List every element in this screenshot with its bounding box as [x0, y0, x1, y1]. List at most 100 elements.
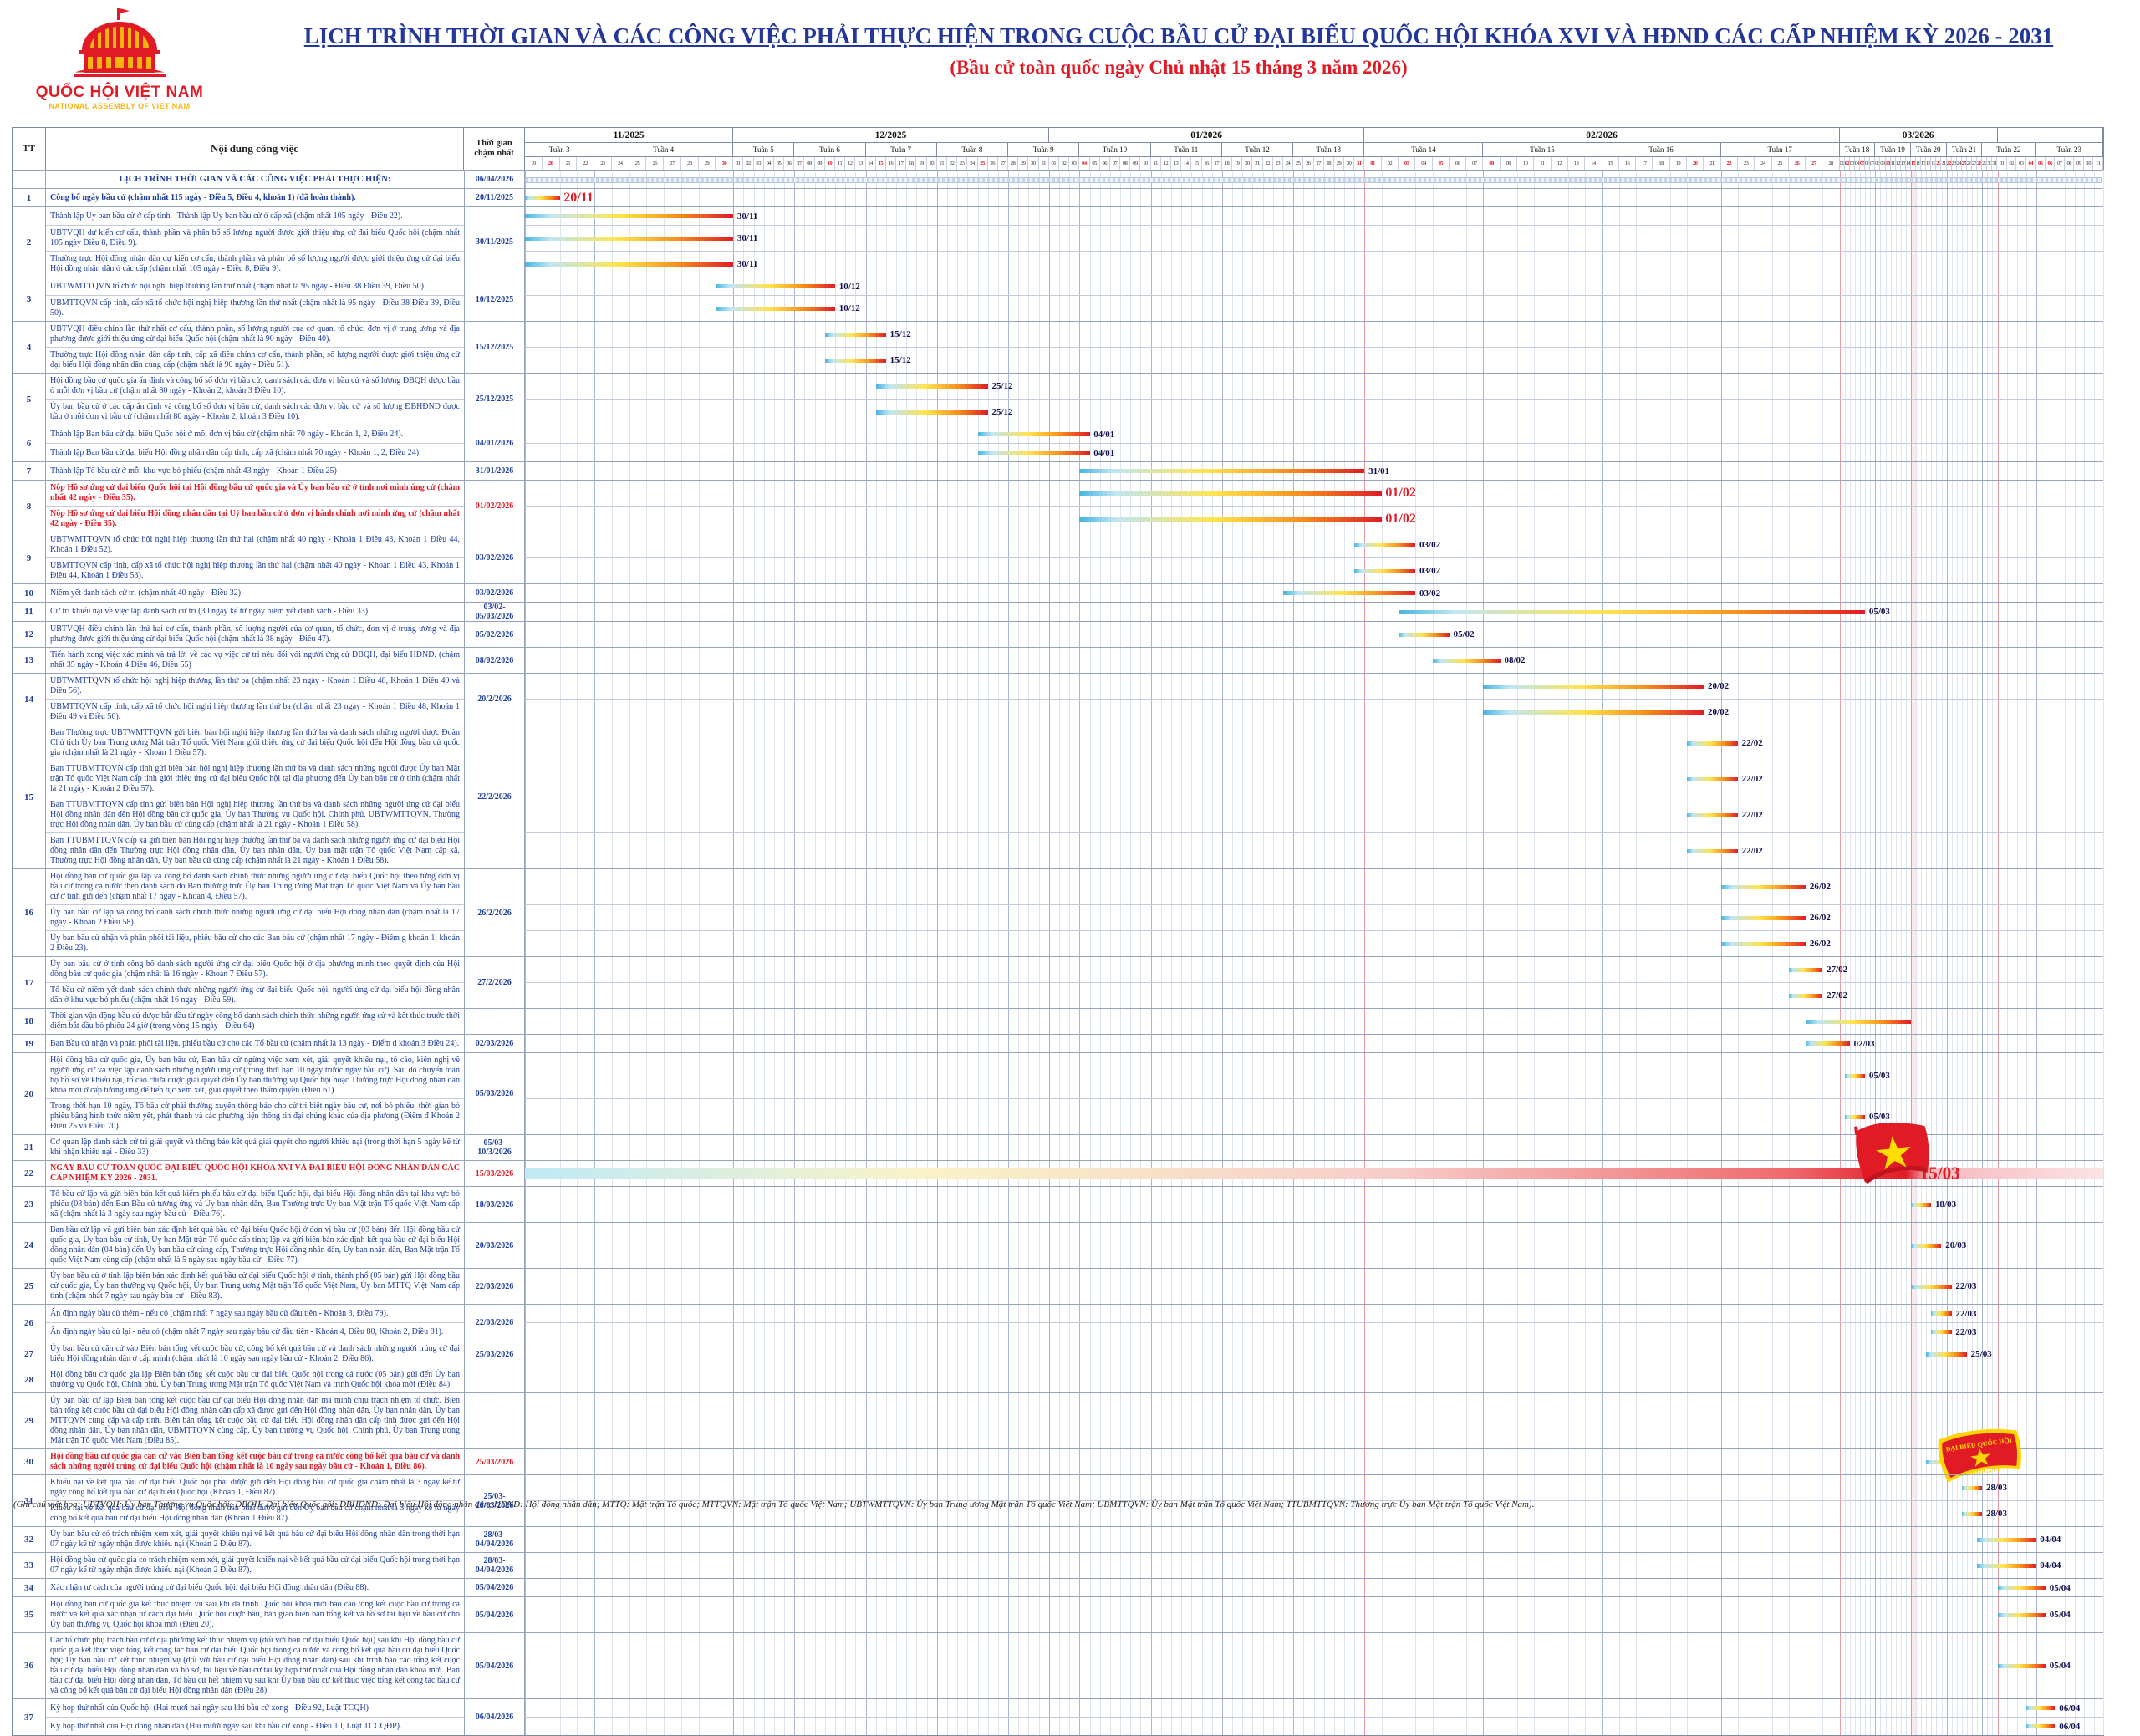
- timeline-lane: 31/01: [525, 462, 2103, 480]
- month-header: 11/2025: [525, 128, 734, 143]
- day-header: 10: [2084, 157, 2094, 170]
- day-header: 17: [1921, 157, 1927, 170]
- task-text: UBTWMTTQVN tổ chức hội nghị hiệp thương …: [46, 674, 464, 700]
- week-header: Tuần 15: [1483, 143, 1602, 157]
- day-header: 27: [1972, 157, 1978, 170]
- page-title: LỊCH TRÌNH THỜI GIAN VÀ CÁC CÔNG VIỆC PH…: [303, 23, 2054, 48]
- gantt-bar: [1432, 658, 1501, 663]
- org-name-en: NATIONAL ASSEMBLY OF VIET NAM: [48, 102, 191, 110]
- timeline-lane: 20/02: [525, 674, 2103, 700]
- deadline: 20/03/2026: [464, 1223, 525, 1268]
- gantt-bar: [1977, 1537, 2036, 1542]
- task-text: Thời gian vận động bầu cử được bắt đầu t…: [50, 1011, 460, 1031]
- day-header: 07: [1870, 157, 1876, 170]
- assembly-building-icon: [74, 8, 166, 77]
- bar-date-label: 30/11: [736, 211, 758, 221]
- deadline: 08/02/2026: [464, 648, 525, 673]
- row-number: 34: [13, 1579, 46, 1596]
- task-text: LỊCH TRÌNH THỜI GIAN VÀ CÁC CÔNG VIỆC PH…: [119, 174, 391, 184]
- timeline-lane: 06/04: [525, 1699, 2103, 1718]
- bar-date-label: 01/02: [1385, 486, 1416, 500]
- day-header: 24: [967, 157, 978, 170]
- timeline-lane: 30/11: [525, 252, 2103, 277]
- timeline-lane: 10/12: [525, 296, 2103, 321]
- gantt-bar: [525, 236, 734, 241]
- day-header: 23: [1952, 157, 1957, 170]
- gantt-bar: [1997, 1663, 2046, 1668]
- day-header: 08: [804, 157, 815, 170]
- gantt-row: 31 25/03- 28/03/2026 Khiếu nại về kết quả …: [13, 1474, 2103, 1526]
- task-text: Tổ bầu cử niêm yết danh sách chính thức …: [50, 985, 460, 1005]
- gantt-row: 34 05/04/2026 Xác nhận tư cách của người t…: [13, 1578, 2103, 1596]
- day-header: 28: [1822, 157, 1840, 170]
- day-header: 11: [835, 157, 846, 170]
- task-text: Ủy ban bầu cử ở tỉnh công bố danh sách n…: [46, 957, 464, 983]
- row-number: 36: [13, 1633, 46, 1698]
- day-header: 26: [1967, 157, 1973, 170]
- task-text: Cử tri khiếu nại về việc lập danh sách c…: [50, 607, 369, 616]
- bar-date-label: 27/02: [1827, 990, 1848, 1000]
- gantt-bar: [2026, 1706, 2056, 1710]
- gantt-bar: [1788, 993, 1823, 998]
- row-number: 14: [13, 674, 46, 725]
- deadline: 15/03/2026: [464, 1161, 525, 1186]
- bar-date-label: 25/12: [991, 381, 1013, 391]
- day-header: 12: [1161, 157, 1171, 170]
- deadline: 22/03/2026: [464, 1305, 525, 1341]
- bar-date-label: 05/04: [2049, 1582, 2071, 1593]
- bar-date-label: 05/03: [1868, 607, 1890, 617]
- day-header: 01: [1998, 157, 2007, 170]
- deadline: [464, 1367, 525, 1392]
- deadline: 05/04/2026: [464, 1579, 525, 1596]
- day-header: 24: [1283, 157, 1294, 170]
- day-header: 25: [1772, 157, 1789, 170]
- day-header: 20: [1242, 157, 1253, 170]
- gantt-bar: [1399, 609, 1866, 614]
- timeline-lane: 05/03: [525, 1099, 2103, 1134]
- timeline-lane: 05/02: [525, 622, 2103, 647]
- row-number: 30: [13, 1449, 46, 1474]
- bar-date-label: 06/04: [2059, 1721, 2081, 1732]
- task-text: Tổ bầu cử lập và gửi biên bản kết quả ki…: [50, 1189, 460, 1219]
- month-header: 12/2025: [733, 128, 1049, 143]
- bar-date-label: 04/01: [1093, 447, 1115, 458]
- task-text: Hội đồng bầu cử quốc gia kết thúc nhiệm …: [50, 1600, 460, 1629]
- day-header: 28: [681, 157, 699, 170]
- task-text: UBTWMTTQVN tổ chức hội nghị hiệp thương …: [46, 277, 464, 296]
- row-number: 29: [13, 1393, 46, 1448]
- gantt-bar: [977, 432, 1090, 436]
- gantt-row: 3 10/12/2025 UBTWMTTQVN tổ chức hội nghị h…: [13, 277, 2103, 321]
- timeline-lane: 05/03: [525, 603, 2103, 621]
- day-header: 16: [886, 157, 897, 170]
- bar-date-label: 15/03: [1919, 1163, 1960, 1184]
- day-header: 14: [866, 157, 876, 170]
- day-header: 31: [1039, 157, 1049, 170]
- month-header: 01/2026: [1048, 128, 1365, 143]
- day-header: 05: [774, 157, 785, 170]
- gantt-bar: [1282, 591, 1416, 595]
- gantt-row: 14 20/2/2026 UBTWMTTQVN tổ chức hội nghị h…: [13, 673, 2103, 725]
- row-number: 17: [13, 957, 46, 1008]
- day-header: 26: [988, 157, 998, 170]
- day-header: 23: [1738, 157, 1755, 170]
- row-number: 20: [13, 1053, 46, 1134]
- deadline: 03/02/2026: [464, 532, 525, 583]
- day-header: 26: [1789, 157, 1806, 170]
- week-header: Tuần 4: [594, 143, 734, 157]
- gantt-row: 6 04/01/2026 Thành lập Ban bầu cử đại biểu…: [13, 425, 2103, 461]
- row-number: 5: [13, 374, 46, 425]
- task-text: Ủy ban bầu cử nhận và phân phối tài liệu…: [50, 934, 460, 953]
- bar-date-label: 05/02: [1453, 629, 1475, 639]
- day-header: 27: [998, 157, 1009, 170]
- timeline-lane: 15/03: [525, 1122, 2103, 1186]
- bar-date-label: 04/04: [2040, 1560, 2061, 1571]
- row-number: 21: [13, 1135, 46, 1160]
- day-header: 09: [1130, 157, 1141, 170]
- day-header: 04: [764, 157, 774, 170]
- row-number: 31: [13, 1475, 46, 1526]
- column-header-deadline: Thời gian chậm nhất: [464, 128, 525, 170]
- gantt-bar: [1844, 1114, 1866, 1119]
- timeline-lane: [525, 1393, 2103, 1448]
- day-header: 29: [1018, 157, 1029, 170]
- day-header: 13: [1568, 157, 1586, 170]
